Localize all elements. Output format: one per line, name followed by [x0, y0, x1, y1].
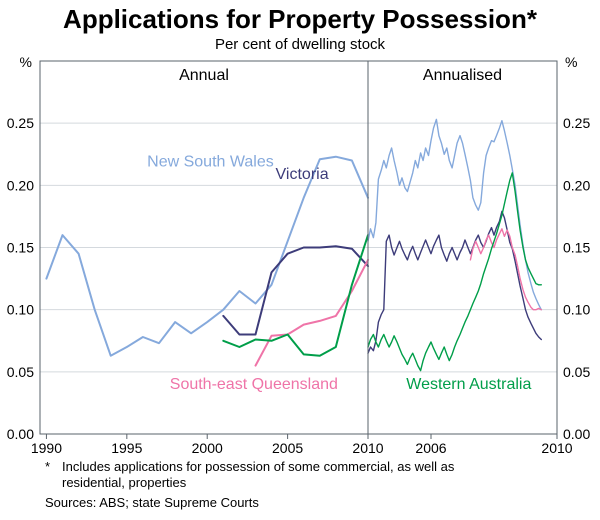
x-tick-label: 2006 — [415, 440, 446, 456]
x-tick-label: 2005 — [272, 440, 303, 456]
series-line-western-australia-annual — [222, 233, 369, 357]
y-tick-label-left: 0.05 — [7, 363, 34, 379]
y-tick-label-left: 0.15 — [7, 239, 34, 255]
series-label-south-east-queensland: South-east Queensland — [170, 376, 338, 393]
series-line-victoria-annualised — [367, 210, 542, 354]
series-line-victoria-annual — [222, 244, 369, 336]
sources-text: Sources: ABS; state Supreme Courts — [45, 495, 259, 511]
series-line-new-south-wales-annual — [45, 155, 369, 357]
series-label-western-australia: Western Australia — [406, 376, 531, 393]
y-tick-label-right: 0.15 — [563, 239, 590, 255]
footnotes: * Includes applications for possession o… — [0, 457, 600, 513]
y-axis-unit-right: % — [565, 54, 577, 70]
y-tick-label-left: 0.00 — [7, 426, 34, 442]
series-label-new-south-wales: New South Wales — [147, 153, 274, 170]
panel-label-annualised: Annualised — [423, 67, 502, 84]
plot-frame — [39, 60, 558, 435]
panel-label-annual: Annual — [179, 67, 229, 84]
series-line-south-east-queensland-annualised — [469, 227, 542, 310]
y-tick-label-left: 0.20 — [7, 177, 34, 193]
y-tick-label-right: 0.10 — [563, 301, 590, 317]
y-axis-unit-left: % — [20, 54, 32, 70]
x-tick-label: 2010 — [352, 440, 383, 456]
y-tick-label-left: 0.25 — [7, 115, 34, 131]
y-tick-label-right: 0.20 — [563, 177, 590, 193]
x-tick-label: 1990 — [31, 440, 62, 456]
series-line-new-south-wales-annualised — [367, 118, 542, 310]
series-line-western-australia-annualised — [367, 171, 542, 371]
series-label-victoria: Victoria — [276, 166, 329, 183]
chart-title: Applications for Property Possession* — [63, 4, 537, 34]
footnote: * Includes applications for possession o… — [45, 459, 580, 493]
x-tick-label: 2000 — [192, 440, 223, 456]
y-tick-label-left: 0.10 — [7, 301, 34, 317]
x-tick-label: 1995 — [111, 440, 142, 456]
series-line-south-east-queensland-annual — [254, 258, 369, 367]
chart-canvas: 1990 1995 2000 2005 2010 Annual New South Wale… — [7, 54, 591, 456]
y-tick-label-right: 0.25 — [563, 115, 590, 131]
footnote-text: Includes applications for possession of … — [62, 458, 455, 491]
x-tick-label: 2010 — [541, 440, 572, 456]
y-tick-label-right: 0.05 — [563, 363, 590, 379]
y-tick-label-right: 0.00 — [563, 426, 590, 442]
chart-subtitle: Per cent of dwelling stock — [214, 35, 386, 53]
footnote-marker: * — [45, 458, 51, 474]
